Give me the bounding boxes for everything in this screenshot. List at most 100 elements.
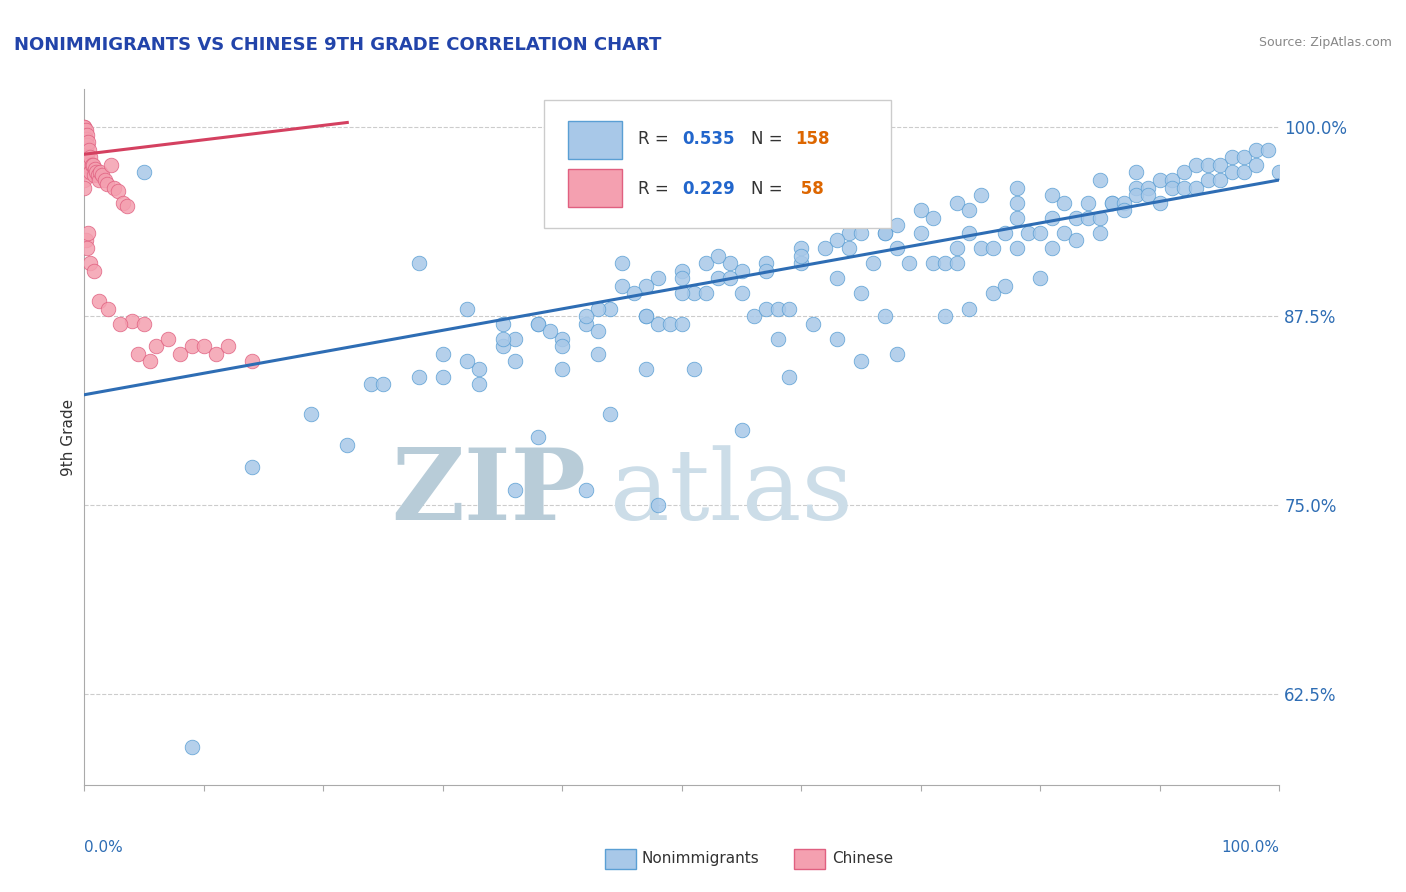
Point <box>76 128 98 142</box>
Point <box>946 195 969 210</box>
Point <box>886 241 908 255</box>
Text: N =: N = <box>751 179 789 198</box>
Point <box>1244 143 1267 157</box>
Point <box>503 483 526 497</box>
Point <box>1042 241 1064 255</box>
Point <box>659 317 682 331</box>
Point <box>851 286 873 301</box>
Point <box>157 332 180 346</box>
Point <box>79 150 101 164</box>
Point <box>946 256 969 270</box>
Point <box>814 241 837 255</box>
Point <box>623 286 645 301</box>
Point <box>1137 188 1160 202</box>
Point <box>851 226 873 240</box>
Point <box>87 173 110 187</box>
Point <box>121 313 143 327</box>
Point <box>408 256 430 270</box>
Text: R =: R = <box>638 179 673 198</box>
Point <box>551 362 574 376</box>
Point <box>934 309 956 323</box>
Point <box>468 362 491 376</box>
Point <box>301 408 323 422</box>
Point <box>75 234 97 248</box>
Text: 0.0%: 0.0% <box>84 840 124 855</box>
Point <box>360 377 382 392</box>
Point <box>73 143 96 157</box>
Point <box>838 226 860 240</box>
Point <box>1173 165 1195 179</box>
Point <box>169 347 191 361</box>
Point <box>527 430 550 444</box>
Point <box>73 165 96 179</box>
Point <box>1066 211 1088 225</box>
Point <box>1066 234 1088 248</box>
Point <box>636 309 658 323</box>
Point <box>193 339 215 353</box>
Point <box>468 377 491 392</box>
Point <box>1125 165 1147 179</box>
Point <box>755 256 778 270</box>
Point <box>79 256 101 270</box>
Point <box>838 241 860 255</box>
Point <box>1018 226 1040 240</box>
Point <box>97 301 120 316</box>
Point <box>647 498 669 512</box>
Point <box>540 324 562 338</box>
Point <box>73 128 96 142</box>
Text: 0.535: 0.535 <box>682 130 734 148</box>
Point <box>1042 211 1064 225</box>
Point <box>75 153 97 168</box>
Point <box>1209 158 1232 172</box>
Point <box>503 354 526 368</box>
Point <box>957 226 980 240</box>
Point <box>336 437 359 451</box>
Point <box>671 263 693 277</box>
Point <box>1005 195 1028 210</box>
Point <box>718 256 741 270</box>
Point <box>946 241 969 255</box>
Point <box>1090 226 1112 240</box>
Point <box>898 256 921 270</box>
Point <box>1149 195 1171 210</box>
Point <box>75 123 97 137</box>
FancyBboxPatch shape <box>568 120 623 159</box>
Point <box>588 301 610 316</box>
Point <box>79 165 101 179</box>
Point <box>981 286 1004 301</box>
Point <box>492 339 515 353</box>
Point <box>934 256 956 270</box>
Point <box>1233 165 1256 179</box>
Point <box>1137 180 1160 194</box>
Point <box>91 169 114 183</box>
Point <box>922 256 945 270</box>
Point <box>695 286 717 301</box>
Point <box>862 256 884 270</box>
Point <box>1114 203 1136 218</box>
Point <box>575 483 598 497</box>
Point <box>1185 180 1208 194</box>
Point <box>432 369 454 384</box>
Text: Source: ZipAtlas.com: Source: ZipAtlas.com <box>1258 36 1392 49</box>
Point <box>731 423 754 437</box>
Point <box>217 339 239 353</box>
Point <box>1233 150 1256 164</box>
Text: R =: R = <box>638 130 673 148</box>
Point <box>100 158 122 172</box>
Text: NONIMMIGRANTS VS CHINESE 9TH GRADE CORRELATION CHART: NONIMMIGRANTS VS CHINESE 9TH GRADE CORRE… <box>14 36 661 54</box>
Point <box>875 226 897 240</box>
Point <box>492 317 515 331</box>
Point <box>86 169 108 183</box>
Point <box>1173 180 1195 194</box>
Point <box>96 178 118 192</box>
Point <box>827 271 849 285</box>
Point <box>1090 173 1112 187</box>
Point <box>1125 180 1147 194</box>
Point <box>707 271 730 285</box>
Point <box>981 241 1004 255</box>
Point <box>181 740 204 755</box>
Point <box>87 293 110 308</box>
Point <box>1053 226 1076 240</box>
Point <box>551 339 574 353</box>
Point <box>527 317 550 331</box>
